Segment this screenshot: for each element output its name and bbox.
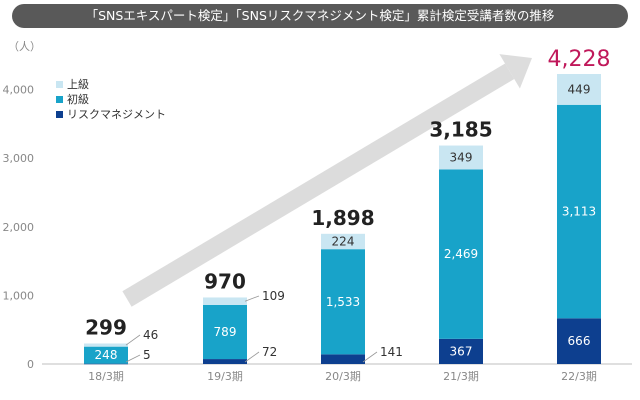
leader-line xyxy=(125,334,141,346)
y-tick-label: 2,000 xyxy=(3,221,35,234)
data-label-risk: 5 xyxy=(143,348,151,362)
leader-line xyxy=(362,351,378,363)
data-label-basic: 3,113 xyxy=(562,205,596,219)
data-label-risk: 666 xyxy=(568,334,591,348)
bar-segment-advanced xyxy=(439,145,483,170)
x-tick-label: 19/3期 xyxy=(207,370,243,383)
bar-segment-risk xyxy=(321,354,365,364)
legend-swatch xyxy=(56,96,63,103)
x-tick-label: 21/3期 xyxy=(443,370,479,383)
y-tick-label: 4,000 xyxy=(3,84,35,97)
y-tick-label: 1,000 xyxy=(3,289,35,302)
y-axis-unit-label: （人） xyxy=(8,40,41,53)
bar-segment-basic xyxy=(84,346,128,364)
bar-segment-advanced xyxy=(203,297,247,305)
data-label-risk: 72 xyxy=(262,345,277,359)
total-label: 4,228 xyxy=(548,47,611,72)
x-tick-label: 20/3期 xyxy=(325,370,361,383)
y-tick-label: 0 xyxy=(27,358,34,371)
total-label: 1,898 xyxy=(311,206,374,230)
data-label-advanced: 449 xyxy=(568,82,591,96)
leader-line xyxy=(244,295,260,302)
leader-line xyxy=(244,351,260,363)
bar-segment-risk xyxy=(439,338,483,364)
data-label-advanced: 224 xyxy=(332,234,355,248)
bar-segment-basic xyxy=(557,104,601,319)
x-tick-label: 18/3期 xyxy=(88,370,124,383)
legend-swatch xyxy=(56,111,63,118)
data-label-risk: 141 xyxy=(380,345,403,359)
data-label-advanced: 109 xyxy=(262,289,285,303)
growth-arrow-head xyxy=(499,54,532,89)
chart-title: 「SNSエキスパート検定」「SNSリスクマネジメント検定」累計検定受講者数の推移 xyxy=(12,4,628,28)
bar-segment-basic xyxy=(321,249,365,355)
legend-label: 初級 xyxy=(67,92,89,106)
bar-segment-basic xyxy=(439,169,483,339)
bar-segment-risk xyxy=(203,359,247,364)
bar-segment-risk xyxy=(557,318,601,364)
total-label: 3,185 xyxy=(429,118,492,142)
x-tick-label: 22/3期 xyxy=(561,370,597,383)
y-tick-label: 3,000 xyxy=(3,152,35,165)
bar-segment-basic xyxy=(203,304,247,360)
bar-segment-advanced xyxy=(557,74,601,105)
bar-segment-risk xyxy=(84,363,128,365)
data-label-basic: 248 xyxy=(95,348,118,362)
legend-swatch xyxy=(56,81,63,88)
data-label-basic: 1,533 xyxy=(326,295,360,309)
total-label: 970 xyxy=(204,269,246,293)
bar-segment-advanced xyxy=(321,233,365,250)
data-label-risk: 367 xyxy=(450,344,473,358)
data-label-basic: 789 xyxy=(214,325,237,339)
bar-segment-advanced xyxy=(84,343,128,347)
legend-label: 上級 xyxy=(67,78,89,91)
data-label-basic: 2,469 xyxy=(444,247,478,261)
leader-line xyxy=(125,354,141,363)
total-label: 299 xyxy=(85,315,127,339)
legend-label: リスクマネジメント xyxy=(67,108,166,121)
data-label-advanced: 349 xyxy=(450,151,473,165)
data-label-advanced: 46 xyxy=(143,328,158,342)
growth-arrow-shaft xyxy=(122,63,515,307)
